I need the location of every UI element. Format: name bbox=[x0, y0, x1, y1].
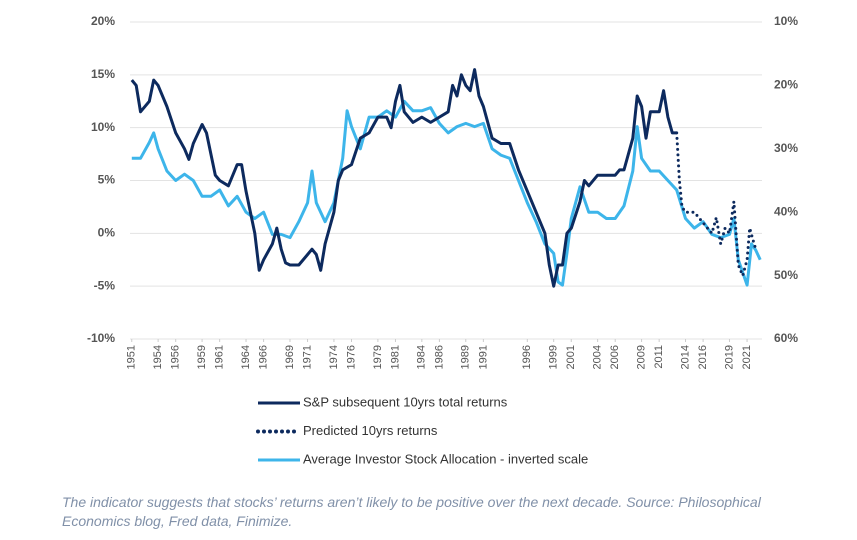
y2-tick-label: 30% bbox=[774, 141, 798, 155]
x-tick-label: 2019 bbox=[723, 345, 735, 369]
y-tick-label: 15% bbox=[91, 67, 115, 81]
y-tick-label: -5% bbox=[94, 278, 116, 292]
y-tick-label: 5% bbox=[98, 173, 116, 187]
x-tick-label: 2001 bbox=[565, 345, 577, 369]
x-tick-label: 2016 bbox=[697, 345, 709, 369]
x-tick-label: 1989 bbox=[460, 345, 472, 369]
y2-tick-label: 50% bbox=[774, 268, 798, 282]
x-tick-label: 1984 bbox=[416, 345, 428, 369]
y-tick-label: -10% bbox=[87, 331, 115, 345]
x-tick-label: 1951 bbox=[126, 345, 138, 369]
x-tick-label: 1979 bbox=[372, 345, 384, 369]
y2-tick-label: 60% bbox=[774, 331, 798, 345]
x-tick-label: 1959 bbox=[196, 345, 208, 369]
x-tick-label: 1954 bbox=[152, 345, 164, 369]
x-tick-label: 1991 bbox=[477, 345, 489, 369]
y-tick-label: 20% bbox=[91, 14, 115, 28]
series-line bbox=[131, 99, 762, 287]
caption: The indicator suggests that stocks’ retu… bbox=[62, 494, 761, 529]
x-tick-label: 1971 bbox=[301, 345, 313, 369]
legend-label: Predicted 10yrs returns bbox=[303, 423, 438, 438]
series-line bbox=[675, 131, 758, 278]
chart: -10% -5% 0% 5% 10% 15% 20% 60% 50% 40% 30% 20% 10% 19… bbox=[87, 14, 798, 466]
x-tick-label: 1999 bbox=[548, 345, 560, 369]
x-tick-label: 2011 bbox=[653, 345, 665, 369]
x-tick-label: 1961 bbox=[214, 345, 226, 369]
x-tick-label: 1964 bbox=[240, 345, 252, 369]
x-tick-label: 1974 bbox=[328, 345, 340, 369]
x-tick-label: 2009 bbox=[635, 345, 647, 369]
legend-label: Average Investor Stock Allocation - inve… bbox=[303, 451, 588, 466]
x-tick-label: 1969 bbox=[284, 345, 296, 369]
legend-label: S&P subsequent 10yrs total returns bbox=[303, 394, 508, 409]
y2-tick-label: 20% bbox=[774, 78, 798, 92]
y2-tick-label: 10% bbox=[774, 14, 798, 28]
x-tick-label: 2021 bbox=[741, 345, 753, 369]
x-tick-label: 1981 bbox=[389, 345, 401, 369]
x-tick-label: 1996 bbox=[521, 345, 533, 369]
x-tick-label: 1956 bbox=[170, 345, 182, 369]
x-tick-label: 2006 bbox=[609, 345, 621, 369]
x-tick-label: 1986 bbox=[433, 345, 445, 369]
x-tick-label: 1976 bbox=[345, 345, 357, 369]
y-tick-label: 0% bbox=[98, 226, 116, 240]
series-line bbox=[130, 68, 677, 288]
y2-tick-label: 40% bbox=[774, 204, 798, 218]
x-tick-label: 2014 bbox=[679, 345, 691, 369]
x-tick-label: 2004 bbox=[592, 345, 604, 369]
x-tick-label: 1966 bbox=[258, 345, 270, 369]
y-tick-label: 10% bbox=[91, 120, 115, 134]
